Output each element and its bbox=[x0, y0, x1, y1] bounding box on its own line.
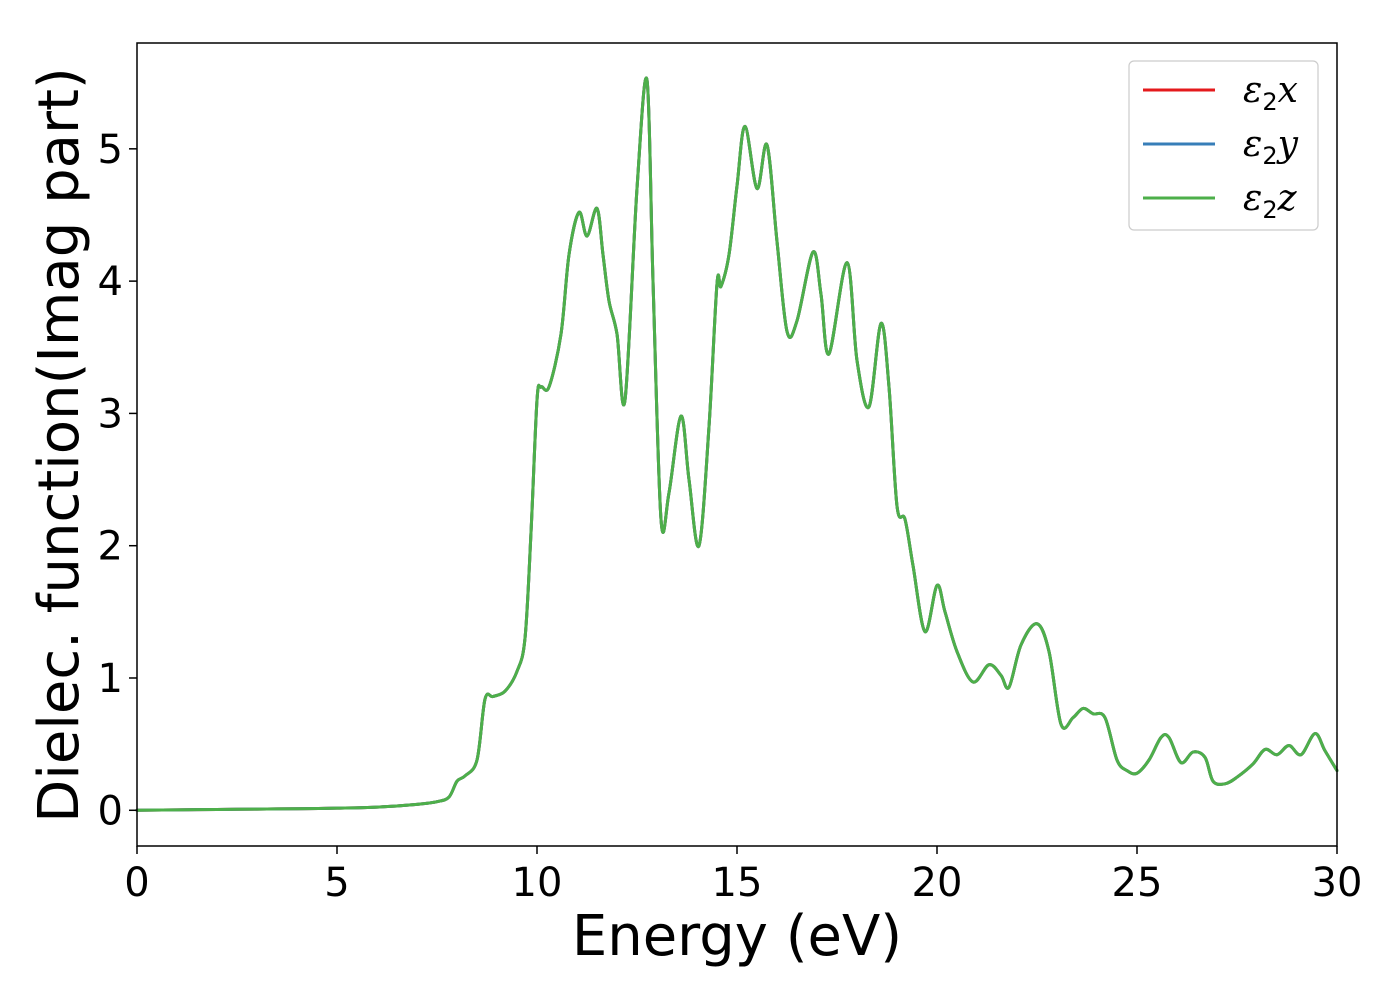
y-tick-label: 5 bbox=[98, 127, 123, 173]
legend-label: ε2y bbox=[1243, 124, 1299, 170]
series-layer bbox=[135, 76, 1339, 812]
y-tick-label: 1 bbox=[98, 656, 123, 702]
legend-label: ε2x bbox=[1243, 70, 1298, 116]
y-tick-label: 3 bbox=[98, 391, 123, 437]
ticks-layer: 0 5 10 15 20 25 30 0 1 2 3 4 5 bbox=[98, 127, 1363, 906]
legend: ε2x ε2y ε2z bbox=[1128, 60, 1319, 231]
x-axis-title: Energy (eV) bbox=[572, 904, 902, 969]
x-tick-label: 25 bbox=[1112, 860, 1163, 906]
y-axis-title: Dielec. function(Imag part) bbox=[27, 67, 92, 823]
x-tick-label: 5 bbox=[324, 860, 349, 906]
legend-label: ε2z bbox=[1243, 178, 1298, 224]
legend-box bbox=[1128, 60, 1319, 231]
series-line-z bbox=[135, 76, 1339, 812]
y-tick-label: 0 bbox=[98, 788, 123, 834]
x-tick-label: 20 bbox=[912, 860, 963, 906]
y-tick-label: 4 bbox=[98, 259, 123, 305]
x-tick-label: 0 bbox=[124, 860, 149, 906]
y-tick-label: 2 bbox=[98, 524, 123, 570]
x-tick-label: 10 bbox=[512, 860, 563, 906]
x-tick-label: 15 bbox=[712, 860, 763, 906]
x-tick-label: 30 bbox=[1312, 860, 1363, 906]
